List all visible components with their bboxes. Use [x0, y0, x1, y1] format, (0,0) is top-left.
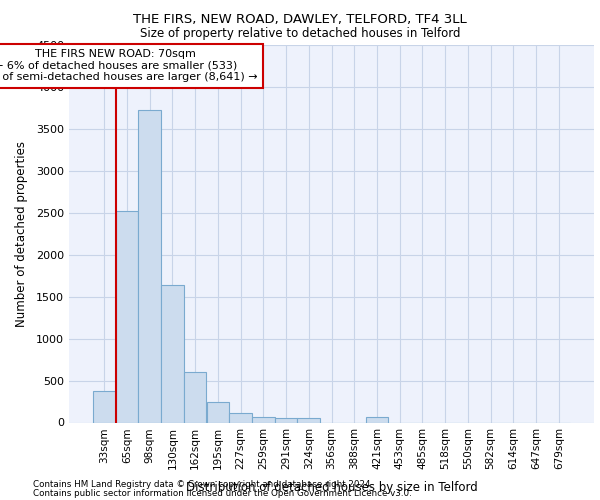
Bar: [139, 110, 161, 422]
Bar: [206, 402, 229, 422]
Y-axis label: Number of detached properties: Number of detached properties: [14, 141, 28, 327]
Bar: [184, 372, 206, 422]
Bar: [365, 418, 388, 422]
Bar: [161, 285, 184, 422]
Text: THE FIRS NEW ROAD: 70sqm
← 6% of detached houses are smaller (533)
94% of semi-d: THE FIRS NEW ROAD: 70sqm ← 6% of detache…: [0, 49, 257, 82]
Text: Size of property relative to detached houses in Telford: Size of property relative to detached ho…: [140, 28, 460, 40]
Text: THE FIRS, NEW ROAD, DAWLEY, TELFORD, TF4 3LL: THE FIRS, NEW ROAD, DAWLEY, TELFORD, TF4…: [133, 12, 467, 26]
Bar: [252, 416, 275, 422]
Bar: [275, 418, 298, 422]
Text: Contains HM Land Registry data © Crown copyright and database right 2024.: Contains HM Land Registry data © Crown c…: [33, 480, 373, 489]
Text: Contains public sector information licensed under the Open Government Licence v3: Contains public sector information licen…: [33, 488, 412, 498]
Bar: [229, 414, 252, 422]
X-axis label: Distribution of detached houses by size in Telford: Distribution of detached houses by size …: [185, 480, 478, 494]
Bar: [116, 211, 139, 422]
Bar: [298, 418, 320, 422]
Bar: [93, 392, 116, 422]
